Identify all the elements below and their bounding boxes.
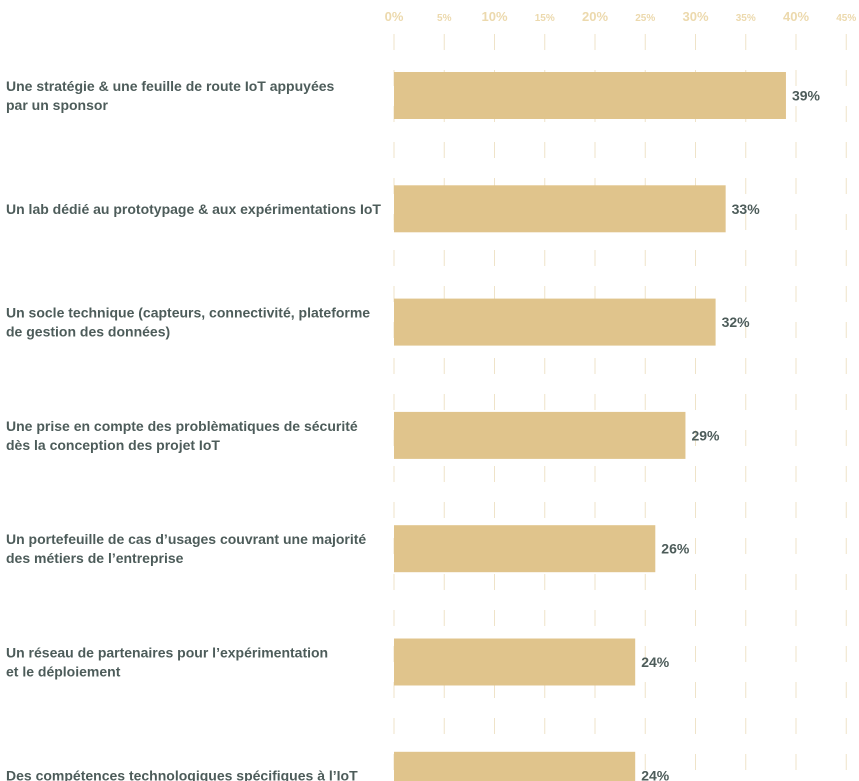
bars: 39% 33% 32% 29% 26% 24% 24% <box>394 72 821 781</box>
value-label: 33% <box>732 201 761 217</box>
value-label: 24% <box>641 767 670 781</box>
x-tick-label: 20% <box>582 9 608 24</box>
bar <box>394 638 636 686</box>
x-tick-label: 15% <box>535 13 555 24</box>
value-label: 39% <box>792 88 821 104</box>
bar <box>394 72 786 119</box>
x-tick-label: 40% <box>783 9 809 24</box>
x-tick-label: 25% <box>635 13 655 24</box>
x-tick-label: 30% <box>682 9 708 24</box>
bar <box>394 185 726 233</box>
value-label: 29% <box>691 427 720 443</box>
value-label: 26% <box>661 541 690 557</box>
category-label: Une prise en compte des problèmatiques d… <box>6 418 358 453</box>
x-tick-label: 5% <box>437 13 452 24</box>
value-label: 24% <box>641 654 670 670</box>
category-label: Un réseau de partenaires pour l’expérime… <box>6 645 328 680</box>
x-axis-ticks: 0% 5% 10% 15% 20% 25% 30% 35% 40% 45% <box>385 9 857 24</box>
x-tick-label: 35% <box>736 13 756 24</box>
category-label: Un lab dédié au prototypage & aux expéri… <box>6 201 381 217</box>
bar <box>394 525 656 573</box>
category-labels: Une stratégie & une feuille de route IoT… <box>6 78 381 781</box>
category-label: Des compétences technologiques spécifiqu… <box>6 767 358 781</box>
category-label: Un socle technique (capteurs, connectivi… <box>6 305 370 340</box>
bar <box>394 298 716 346</box>
x-tick-label: 45% <box>836 13 856 24</box>
x-tick-label: 0% <box>385 9 404 24</box>
category-label: Un portefeuille de cas d’usages couvrant… <box>6 531 366 566</box>
bar <box>394 411 686 459</box>
category-label: Une stratégie & une feuille de route IoT… <box>6 78 335 113</box>
bar <box>394 751 636 781</box>
x-tick-label: 10% <box>481 9 507 24</box>
value-label: 32% <box>722 314 751 330</box>
